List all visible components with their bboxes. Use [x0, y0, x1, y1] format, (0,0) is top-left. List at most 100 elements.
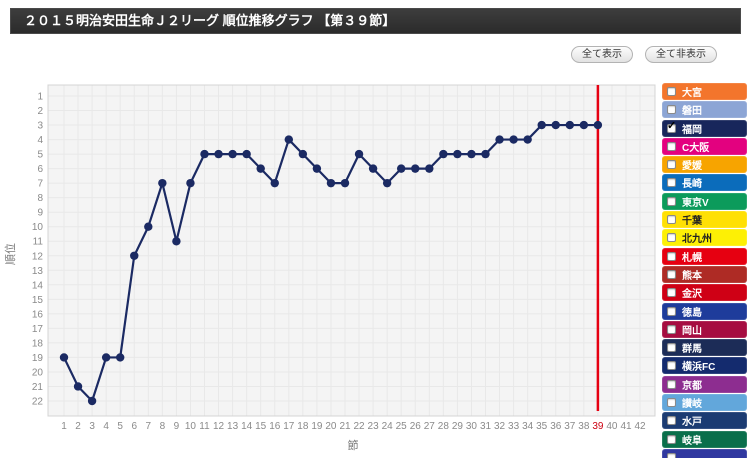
- y-tick-label: 4: [37, 135, 43, 146]
- x-tick-label: 29: [452, 421, 464, 432]
- y-tick-label: 21: [32, 382, 44, 393]
- team-checkbox[interactable]: [667, 160, 676, 170]
- team-item-大宮[interactable]: 大宮: [662, 83, 747, 100]
- team-checkbox[interactable]: [667, 251, 676, 261]
- x-tick-label: 8: [160, 421, 166, 432]
- team-item-愛媛[interactable]: 愛媛: [662, 156, 747, 174]
- team-checkbox[interactable]: [667, 306, 676, 316]
- team-label: 金沢: [682, 289, 702, 301]
- team-item-千葉[interactable]: 千葉: [662, 211, 747, 229]
- y-tick-label: 19: [32, 353, 44, 364]
- team-item-水戸[interactable]: 水戸: [662, 412, 747, 430]
- hide-all-button[interactable]: 全て非表示: [645, 46, 717, 63]
- x-tick-label: 6: [131, 421, 137, 432]
- team-item-群馬[interactable]: 群馬: [662, 339, 747, 357]
- rank-point: [284, 135, 293, 144]
- y-tick-label: 3: [37, 121, 43, 132]
- x-tick-label: 20: [325, 421, 337, 432]
- x-tick-label: 32: [494, 421, 506, 432]
- x-tick-label: 25: [396, 421, 408, 432]
- rank-point: [593, 120, 603, 130]
- x-tick-label: 41: [620, 421, 632, 432]
- y-tick-label: 6: [37, 164, 43, 175]
- team-checkbox[interactable]: [667, 324, 676, 334]
- y-tick-label: 15: [32, 295, 44, 306]
- x-tick-label: 3: [89, 421, 95, 432]
- team-item-岐阜[interactable]: 岐阜: [662, 430, 747, 448]
- team-checkbox[interactable]: [667, 416, 676, 426]
- team-checkbox[interactable]: [667, 141, 676, 151]
- team-item-岡山[interactable]: 岡山: [662, 320, 747, 338]
- team-item[interactable]: [662, 448, 747, 458]
- rank-point: [298, 149, 308, 159]
- team-item-熊本[interactable]: 熊本: [662, 265, 747, 283]
- rank-point: [397, 164, 406, 173]
- team-legend-sidebar: 大宮磐田 ✓ 福岡 C大阪愛媛 長崎 東京V 千葉 北九州 札幌 熊本金沢 徳島岡山群馬 横浜FC 京都…: [662, 83, 747, 458]
- team-label: 岡山: [682, 325, 702, 337]
- team-item-札幌[interactable]: 札幌: [662, 247, 747, 265]
- x-tick-label: 7: [146, 421, 152, 432]
- rank-point: [467, 149, 476, 159]
- team-checkbox[interactable]: [667, 343, 676, 353]
- x-tick-label: 30: [466, 421, 478, 432]
- rank-point: [130, 251, 139, 260]
- team-label: C大阪: [682, 142, 710, 154]
- team-label: 磐田: [682, 106, 702, 118]
- x-tick-label: 21: [339, 421, 351, 432]
- team-checkbox[interactable]: [667, 215, 676, 225]
- team-item-北九州[interactable]: 北九州: [662, 229, 747, 247]
- rank-point: [87, 396, 97, 406]
- y-tick-label: 20: [32, 367, 44, 378]
- rank-point: [270, 178, 279, 188]
- rank-point: [354, 149, 364, 159]
- rank-point: [186, 178, 195, 188]
- team-item-東京V[interactable]: 東京V: [662, 192, 747, 210]
- rank-point: [172, 237, 181, 246]
- check-icon: ✓: [667, 119, 677, 132]
- rank-point: [537, 120, 546, 130]
- team-checkbox[interactable]: [667, 87, 676, 96]
- x-tick-label: 34: [522, 421, 534, 432]
- team-checkbox[interactable]: [667, 288, 676, 298]
- toolbar: 全て表示 全て非表示: [571, 46, 717, 63]
- team-checkbox[interactable]: [667, 178, 676, 188]
- team-item-横浜FC[interactable]: 横浜FC: [662, 357, 747, 375]
- x-tick-label: 31: [480, 421, 492, 432]
- team-checkbox[interactable]: [667, 452, 676, 458]
- team-checkbox[interactable]: ✓: [667, 119, 677, 133]
- y-tick-label: 16: [32, 309, 44, 320]
- team-item-磐田[interactable]: 磐田: [662, 101, 747, 119]
- team-item-徳島[interactable]: 徳島: [662, 302, 747, 320]
- show-all-button[interactable]: 全て表示: [571, 46, 633, 63]
- team-item-福岡[interactable]: ✓ 福岡: [662, 119, 747, 137]
- y-tick-label: 1: [37, 92, 43, 103]
- x-tick-label: 17: [283, 421, 295, 432]
- team-item-金沢[interactable]: 金沢: [662, 284, 747, 302]
- x-tick-label: 35: [536, 421, 548, 432]
- team-item-長崎[interactable]: 長崎: [662, 174, 747, 192]
- team-checkbox[interactable]: [667, 269, 676, 279]
- team-item-C大阪[interactable]: C大阪: [662, 137, 747, 155]
- team-checkbox[interactable]: [667, 361, 676, 371]
- team-checkbox[interactable]: [667, 398, 676, 408]
- rank-point: [425, 164, 434, 173]
- team-checkbox[interactable]: [667, 379, 676, 389]
- rank-point: [326, 178, 336, 188]
- y-tick-label: 9: [37, 208, 43, 219]
- team-label: 群馬: [682, 344, 702, 356]
- x-tick-label: 18: [297, 421, 309, 432]
- team-checkbox[interactable]: [667, 196, 676, 206]
- team-item-京都[interactable]: 京都: [662, 375, 747, 393]
- x-tick-label: 1: [61, 421, 67, 432]
- team-item-讃岐[interactable]: 讃岐: [662, 394, 747, 412]
- team-label: 大宮: [682, 88, 702, 99]
- rank-point: [579, 120, 589, 130]
- team-checkbox[interactable]: [667, 105, 676, 115]
- rank-point: [495, 135, 504, 144]
- rank-point: [214, 149, 223, 159]
- y-tick-label: 5: [37, 150, 43, 161]
- rank-point: [158, 178, 167, 188]
- team-checkbox[interactable]: [667, 434, 676, 444]
- team-checkbox[interactable]: [667, 233, 676, 243]
- x-tick-label: 27: [424, 421, 436, 432]
